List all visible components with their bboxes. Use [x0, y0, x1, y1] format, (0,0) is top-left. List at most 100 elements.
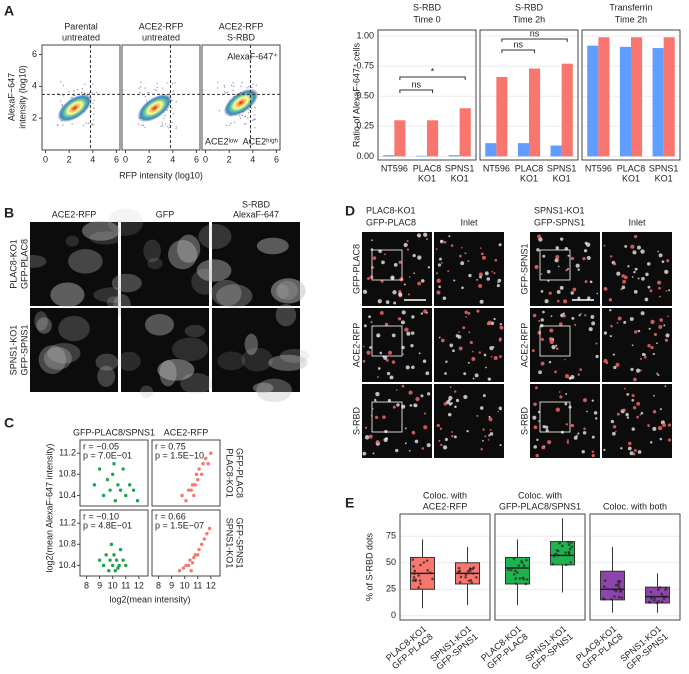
- puncta: [647, 424, 650, 427]
- puncta: [384, 429, 388, 434]
- x-tick-label: NT596: [483, 163, 510, 173]
- puncta: [554, 258, 559, 263]
- puncta: [544, 299, 549, 304]
- puncta: [395, 389, 398, 391]
- puncta: [641, 352, 646, 357]
- event-dot: [144, 87, 146, 89]
- jitter-dot: [603, 585, 606, 588]
- point: [92, 483, 97, 487]
- plot-area: [79, 439, 149, 507]
- puncta: [400, 320, 405, 325]
- puncta: [584, 280, 588, 284]
- puncta: [426, 392, 431, 396]
- puncta: [425, 238, 428, 241]
- puncta: [453, 279, 456, 282]
- puncta: [637, 277, 640, 280]
- x-tick-label: 4: [170, 154, 175, 164]
- puncta: [667, 438, 672, 442]
- puncta: [410, 331, 415, 335]
- cell: [89, 231, 122, 245]
- cell: [157, 359, 195, 381]
- jitter-dot: [459, 575, 463, 579]
- puncta: [656, 372, 659, 375]
- puncta: [450, 244, 454, 247]
- puncta: [577, 373, 580, 376]
- group-title: SPNS1-KO1: [534, 205, 585, 215]
- puncta: [426, 443, 431, 448]
- jitter-dot: [426, 569, 429, 572]
- point: [184, 563, 188, 568]
- puncta: [386, 371, 391, 376]
- puncta: [542, 310, 545, 314]
- puncta: [381, 260, 385, 265]
- puncta: [460, 261, 465, 266]
- event-dot: [223, 91, 226, 93]
- puncta: [459, 254, 462, 258]
- puncta: [476, 414, 479, 417]
- puncta: [583, 249, 588, 253]
- puncta: [551, 345, 556, 350]
- puncta: [464, 310, 468, 315]
- event-dot: [148, 92, 150, 94]
- puncta: [420, 312, 424, 315]
- event-dot: [146, 100, 148, 102]
- point: [177, 569, 182, 573]
- jitter-dot: [458, 569, 462, 573]
- jitter-dot: [617, 586, 621, 589]
- jitter-dot: [514, 582, 518, 585]
- event-dot: [171, 121, 173, 124]
- puncta: [627, 265, 630, 268]
- puncta: [591, 453, 595, 458]
- cell: [211, 279, 242, 307]
- puncta: [656, 342, 658, 345]
- point: [186, 488, 191, 492]
- y-tick-label: 4: [32, 81, 37, 91]
- puncta: [398, 289, 402, 293]
- facet-title: GFP-PLAC8/SPNS1: [499, 501, 581, 511]
- puncta: [653, 394, 655, 397]
- bar: [415, 155, 427, 157]
- puncta: [632, 405, 637, 410]
- puncta: [499, 325, 504, 330]
- panel-label: E: [345, 495, 354, 511]
- event-dot: [141, 124, 143, 126]
- puncta: [582, 431, 587, 435]
- puncta: [499, 444, 502, 447]
- puncta: [468, 273, 472, 278]
- event-dot: [61, 104, 63, 106]
- bar: [631, 37, 643, 157]
- stat-label: p = 1.5E−10: [155, 450, 204, 460]
- puncta: [637, 245, 641, 250]
- jitter-dot: [614, 589, 618, 593]
- puncta: [644, 297, 649, 302]
- jitter-dot: [561, 544, 564, 548]
- event-dot: [172, 90, 175, 92]
- event-dot: [92, 113, 95, 115]
- event-dot: [62, 95, 65, 97]
- puncta: [588, 327, 593, 332]
- puncta: [645, 272, 649, 277]
- jitter-dot: [474, 576, 478, 579]
- density: [57, 93, 93, 123]
- jitter-dot: [520, 561, 524, 564]
- puncta: [577, 296, 581, 300]
- group-title: GFP-SPNS1: [534, 217, 585, 227]
- puncta: [447, 270, 450, 273]
- y-tick-label: 2: [32, 113, 37, 123]
- row-label: SPNS1-KO1: [8, 325, 18, 376]
- jitter-dot: [554, 552, 557, 556]
- puncta: [455, 334, 459, 338]
- point: [197, 467, 201, 471]
- puncta: [486, 277, 490, 281]
- puncta: [406, 240, 409, 243]
- puncta: [385, 300, 390, 304]
- puncta: [664, 269, 669, 275]
- puncta: [535, 453, 539, 458]
- puncta: [478, 283, 483, 288]
- significance-label: *: [431, 66, 435, 76]
- cell: [252, 382, 274, 394]
- puncta: [615, 430, 617, 433]
- y-tick-label: 0: [391, 610, 396, 620]
- cell: [168, 239, 198, 270]
- event-dot: [223, 86, 226, 88]
